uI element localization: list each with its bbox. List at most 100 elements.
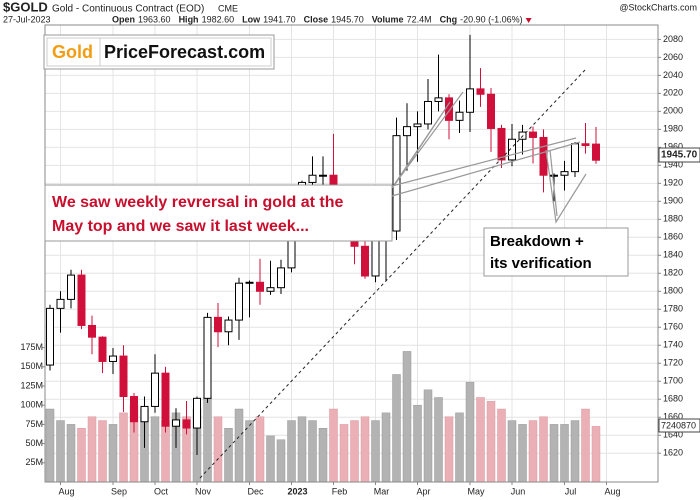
- y-tick-label: 2000: [663, 106, 683, 116]
- x-tick-label: Nov: [195, 486, 212, 496]
- volume-bar: [287, 420, 296, 483]
- pointer-breakdown: [545, 149, 587, 224]
- y-tick-label: 1880: [663, 214, 683, 224]
- candle-body: [487, 93, 495, 129]
- y-tick-label: 1820: [663, 268, 683, 278]
- candle-body: [88, 324, 96, 338]
- volume-bar: [560, 424, 569, 483]
- volume-bar: [360, 416, 370, 483]
- y2-tick-label: 125M: [20, 380, 43, 390]
- volume-bar: [276, 439, 286, 483]
- last-volume-box: [658, 418, 700, 433]
- stat-label: Chg: [440, 14, 458, 24]
- y2-tick-label: 175M: [20, 342, 43, 352]
- y2-tick-label: 75M: [25, 419, 43, 429]
- candle-body: [508, 138, 516, 161]
- annotation-text: Breakdown +: [490, 233, 584, 250]
- volume-bar: [245, 420, 254, 483]
- x-tick-label: Oct: [154, 486, 169, 496]
- volume-bar: [486, 401, 496, 483]
- y-tick-label: 2020: [663, 88, 683, 98]
- annotation-box: [44, 184, 393, 242]
- candle-body: [403, 126, 411, 137]
- y-tick-label: 1740: [663, 340, 683, 350]
- y-tick-label: 2040: [663, 70, 683, 80]
- x-tick-label: Aug: [58, 486, 74, 496]
- volume-bar: [150, 416, 160, 483]
- volume-bar: [108, 424, 118, 483]
- y-tick-label: 1720: [663, 358, 683, 368]
- volume-bar: [339, 424, 349, 483]
- volume-bar: [203, 397, 212, 483]
- y2-tick-label: 25M: [25, 457, 43, 467]
- volume-bar: [507, 420, 517, 483]
- plot-frame: [44, 24, 659, 483]
- volume-bar: [402, 351, 412, 483]
- volume-bar: [549, 424, 559, 483]
- pointer-last-week: [391, 137, 581, 197]
- last-price-label: 1945.70: [661, 150, 698, 161]
- logo-box: [43, 34, 275, 70]
- candle-body: [413, 123, 422, 128]
- stat-label: Volume: [372, 14, 404, 24]
- candle-body: [455, 111, 464, 121]
- logo-inner: [46, 37, 272, 67]
- candle-body: [109, 355, 117, 362]
- annotation-text: We saw weekly revrersal in gold at the: [52, 194, 343, 211]
- volume-bar: [224, 427, 233, 483]
- x-tick-label: May: [467, 486, 485, 496]
- volume-bar: [434, 397, 443, 483]
- stat-label: High: [179, 14, 199, 24]
- logo-gold: Gold: [52, 42, 93, 62]
- y2-tick-label: 100M: [20, 400, 43, 410]
- volume-bar: [518, 424, 527, 483]
- volume-bar: [423, 389, 433, 483]
- contract-name: Gold - Continuous Contract (EOD): [52, 4, 204, 15]
- candle-body: [140, 405, 149, 423]
- candle-body: [193, 397, 201, 429]
- candle-body: [56, 298, 65, 309]
- volume-bar: [119, 412, 128, 483]
- candle-body: [361, 245, 369, 277]
- volume-bar: [465, 381, 475, 483]
- candle-body: [371, 240, 380, 277]
- stat-value: 72.4M: [407, 14, 432, 24]
- x-tick-label: Jun: [511, 486, 526, 496]
- logo-site: PriceForecast.com: [104, 42, 265, 62]
- y-tick-label: 1940: [663, 160, 683, 170]
- volume-bar: [392, 374, 401, 483]
- candle-body: [119, 355, 128, 398]
- volume-bar: [213, 416, 223, 483]
- y-tick-label: 1760: [663, 322, 683, 332]
- candle-body: [560, 171, 569, 176]
- candle-body: [497, 127, 506, 161]
- y-tick-label: 1680: [663, 394, 683, 404]
- candle-body: [476, 88, 485, 95]
- y-tick-label: 1700: [663, 376, 683, 386]
- candle-body: [256, 281, 264, 292]
- volume-bar: [528, 420, 538, 483]
- candle-body: [308, 174, 317, 183]
- candle-body: [151, 372, 159, 407]
- candle-body: [319, 174, 327, 177]
- candle-body: [434, 97, 443, 102]
- candle-body: [266, 287, 275, 292]
- candle-body: [581, 143, 590, 147]
- candle-body: [235, 282, 243, 321]
- change-arrow: [525, 18, 532, 23]
- volume-bar: [591, 426, 601, 483]
- annotation-text: May top and we saw it last week...: [52, 218, 309, 235]
- y-tick-label: 1800: [663, 286, 683, 296]
- x-tick-label: Sep: [111, 486, 127, 496]
- stat-label: Close: [304, 14, 329, 24]
- stat-value: 1963.60: [138, 14, 171, 24]
- candle-body: [571, 143, 579, 173]
- y-tick-label: 2080: [663, 34, 683, 44]
- annotation-box: [483, 227, 629, 277]
- volume-bar: [350, 420, 359, 483]
- volume-bar: [77, 427, 86, 483]
- y2-tick-label: 50M: [25, 438, 43, 448]
- x-tick-label: Mar: [374, 486, 390, 496]
- volume-bar: [570, 420, 580, 483]
- candle-body: [98, 336, 107, 362]
